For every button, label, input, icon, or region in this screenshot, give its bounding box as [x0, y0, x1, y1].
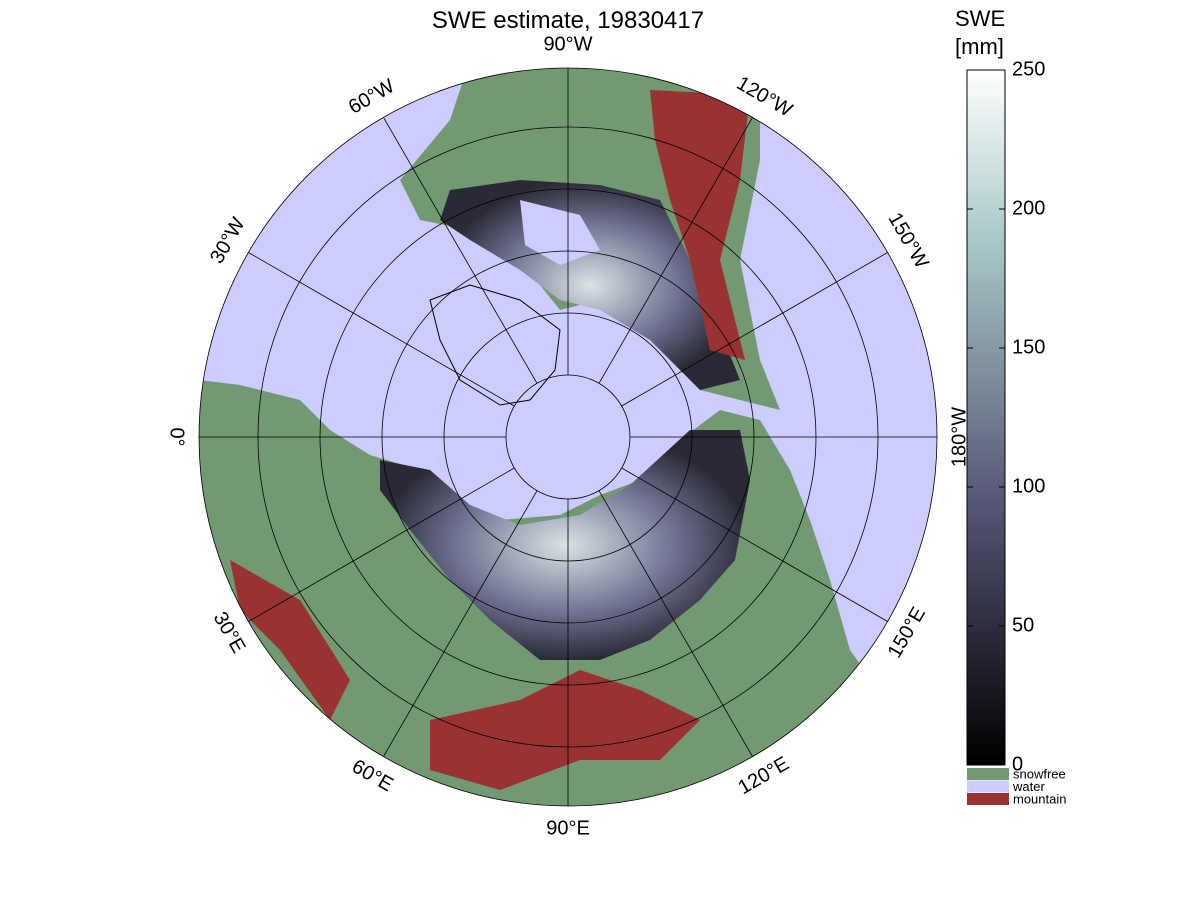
colorbar-tick-label: 250	[1012, 58, 1045, 80]
legend-swatch	[967, 780, 1009, 793]
colorbar-tick-label: 0	[1012, 753, 1023, 775]
longitude-label: 60°E	[348, 755, 397, 796]
meridian	[598, 490, 753, 757]
longitude-label: 90°E	[546, 817, 590, 839]
title: SWE estimate, 19830417	[432, 7, 704, 34]
legend-label: snowfree	[1013, 766, 1066, 781]
legend-swatch	[967, 793, 1009, 805]
colorbar-label: SWE	[955, 6, 1005, 31]
map-disc	[199, 68, 937, 806]
meridian	[383, 490, 538, 757]
colorbar-tick-label: 200	[1012, 197, 1045, 219]
legend-label: mountain	[1013, 791, 1066, 806]
longitude-label: 30°E	[209, 608, 250, 657]
colorbar-tick-label: 100	[1012, 475, 1045, 497]
longitude-label: 180°W	[948, 407, 970, 467]
meridian	[621, 467, 888, 622]
central-asia	[430, 670, 700, 790]
colorbar-tick-label: 50	[1012, 614, 1034, 636]
greenland	[429, 284, 561, 406]
meridian	[248, 467, 515, 622]
legend-swatch	[967, 768, 1009, 780]
longitude-label: 60°W	[345, 75, 399, 119]
colorbar-label: [mm]	[955, 34, 1004, 59]
north-america-snow	[440, 180, 740, 390]
meridian	[383, 117, 538, 384]
hudson-bay	[520, 200, 600, 265]
legend-label: water	[1012, 779, 1045, 794]
colorbar-tick-label: 150	[1012, 336, 1045, 358]
rockies	[650, 90, 750, 360]
colorbar	[966, 69, 1006, 766]
graticule	[198, 67, 938, 807]
longitude-label: 90°W	[543, 33, 592, 55]
longitude-label: 30°W	[206, 214, 250, 268]
longitude-label: 0°	[166, 427, 188, 446]
europe-mountains	[230, 560, 350, 720]
meridian	[248, 252, 515, 407]
meridian	[621, 252, 888, 407]
meridian	[598, 117, 753, 384]
